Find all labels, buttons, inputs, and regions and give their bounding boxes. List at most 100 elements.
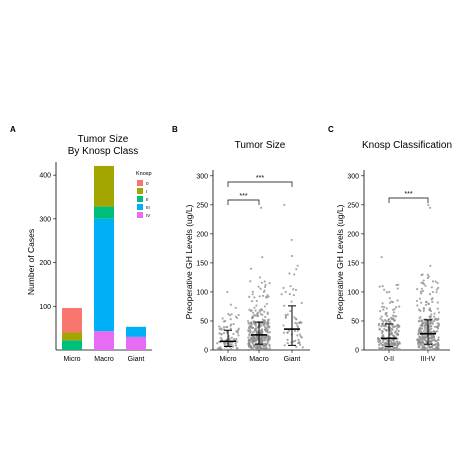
- bar-segment-macro-knosp-ii: [94, 206, 114, 219]
- panel-label-a: A: [10, 125, 16, 134]
- data-point: [251, 293, 254, 296]
- data-point: [418, 317, 421, 320]
- data-point: [248, 334, 252, 337]
- data-point: [381, 322, 384, 325]
- data-point: [236, 347, 239, 350]
- data-point: [222, 331, 226, 335]
- data-point: [429, 317, 432, 320]
- y-tick-label: 300: [196, 173, 208, 180]
- data-point: [260, 281, 263, 284]
- data-point: [422, 321, 425, 324]
- data-point: [417, 342, 420, 346]
- data-point: [417, 345, 420, 348]
- data-point: [422, 309, 425, 312]
- data-point: [418, 297, 422, 300]
- y-tick-label: 300: [39, 216, 51, 223]
- data-point: [266, 319, 270, 322]
- data-point: [258, 308, 261, 312]
- x-tick-label: Macro: [94, 356, 114, 363]
- data-point: [248, 331, 252, 334]
- data-point: [381, 343, 384, 347]
- data-point: [424, 339, 428, 342]
- data-point: [436, 330, 439, 333]
- x-ticks: Micro Macro Giant: [219, 350, 300, 363]
- data-point: [381, 302, 384, 305]
- data-point: [251, 315, 254, 318]
- data-point: [295, 317, 298, 321]
- data-point: [301, 346, 304, 349]
- data-point: [268, 331, 271, 334]
- data-point: [429, 308, 432, 312]
- data-point: [398, 341, 401, 344]
- data-point: [383, 327, 386, 331]
- data-point: [260, 339, 263, 342]
- data-point: [249, 309, 252, 313]
- data-point: [391, 328, 394, 331]
- data-point: [247, 322, 250, 325]
- data-point: [432, 335, 435, 339]
- significance-brackets: ***: [388, 191, 429, 203]
- data-point: [392, 311, 396, 314]
- data-point: [391, 334, 394, 337]
- legend-label: 0: [146, 181, 149, 186]
- bar-segment-giant-knosp-iii: [126, 326, 146, 337]
- data-point: [216, 342, 219, 345]
- data-point: [229, 318, 232, 321]
- data-point-outlier: [264, 283, 267, 287]
- data-point: [264, 343, 267, 346]
- data-point: [300, 301, 303, 305]
- data-point: [426, 276, 429, 280]
- data-point: [263, 305, 266, 308]
- data-point: [248, 295, 251, 298]
- data-point: [286, 331, 289, 334]
- bar-segment-macro-knosp-iv: [94, 331, 114, 350]
- data-point: [265, 302, 268, 305]
- x-tick-label: III-IV: [421, 356, 436, 363]
- data-point: [286, 338, 289, 341]
- data-point: [431, 300, 434, 303]
- data-point: [265, 335, 268, 338]
- data-point: [295, 345, 298, 348]
- data-point: [253, 321, 256, 324]
- data-point-outlier: [260, 206, 263, 209]
- data-point: [218, 332, 221, 335]
- data-point: [225, 325, 228, 329]
- data-point: [395, 340, 398, 343]
- data-point: [249, 280, 252, 283]
- data-point: [388, 318, 391, 321]
- bar-segment-macro-knosp-iii: [94, 218, 114, 332]
- data-point: [263, 336, 266, 339]
- data-point: [392, 319, 396, 322]
- data-point: [397, 325, 400, 329]
- y-axis-label: Preoperative GH Levels (ug/L): [184, 204, 194, 319]
- data-point: [437, 339, 440, 342]
- chart-title: Knosp Classification: [362, 140, 452, 151]
- data-point: [430, 346, 434, 349]
- y-tick-label: 50: [351, 318, 359, 325]
- data-point: [396, 327, 399, 330]
- x-tick-label: 0-II: [384, 356, 394, 363]
- data-point: [437, 324, 440, 327]
- data-point: [292, 293, 295, 297]
- data-point: [395, 346, 398, 350]
- data-point: [222, 320, 226, 323]
- panel-label-c: C: [328, 125, 334, 134]
- data-point: [425, 320, 428, 324]
- data-points: [376, 203, 441, 352]
- data-point: [286, 341, 289, 345]
- panel-label-b: B: [172, 125, 178, 134]
- data-point: [418, 339, 421, 342]
- data-point: [420, 281, 423, 284]
- data-point: [378, 285, 381, 288]
- data-point: [379, 342, 382, 345]
- data-point: [431, 344, 434, 347]
- data-point: [259, 313, 262, 316]
- x-tick-label: Micro: [63, 356, 80, 363]
- data-point-outlier: [388, 290, 391, 294]
- data-point-outlier: [249, 267, 253, 270]
- y-tick-label: 100: [39, 304, 51, 311]
- data-point: [292, 288, 295, 291]
- data-point: [430, 313, 433, 316]
- data-point: [420, 292, 423, 295]
- legend-title: Knosp: [136, 171, 152, 177]
